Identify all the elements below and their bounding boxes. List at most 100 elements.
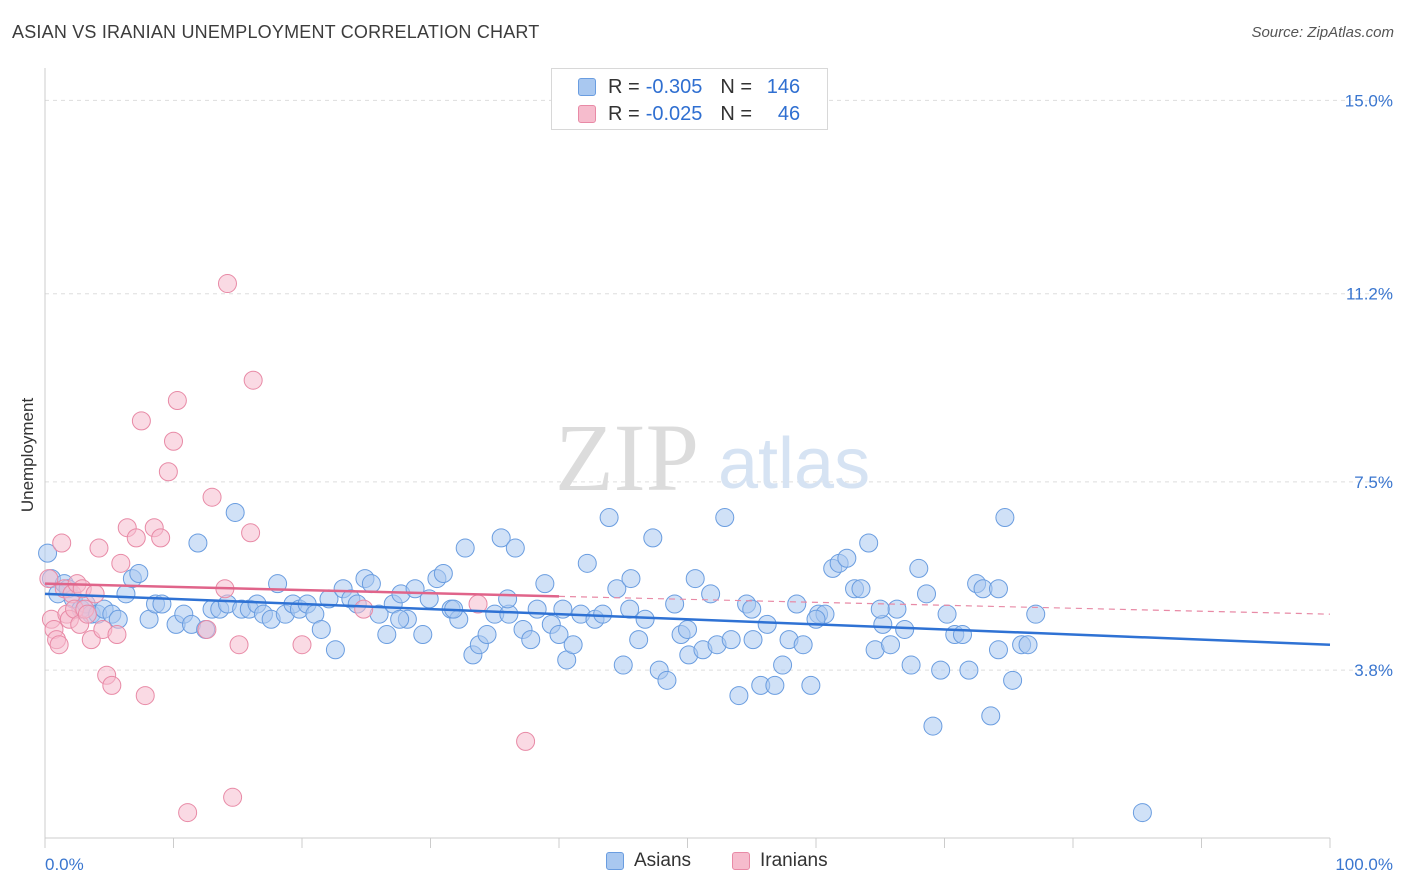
point-iranian <box>241 523 261 543</box>
chart-title: ASIAN VS IRANIAN UNEMPLOYMENT CORRELATIO… <box>12 22 540 42</box>
point-asian <box>657 670 677 690</box>
point-iranian <box>243 370 263 390</box>
point-asian <box>413 625 433 645</box>
point-iranian <box>178 803 198 823</box>
bottom-legend-asians: Asians <box>606 850 691 872</box>
point-asian <box>995 508 1015 528</box>
point-asian <box>225 502 245 522</box>
point-asian <box>988 640 1008 660</box>
point-asian <box>685 569 705 589</box>
point-iranian <box>516 731 536 751</box>
point-asian <box>361 574 381 594</box>
point-iranian <box>197 619 217 639</box>
point-asian <box>1132 803 1152 823</box>
legend-row-asians: R = -0.305 N = 146 <box>578 74 800 100</box>
point-asian <box>1026 604 1046 624</box>
point-asian <box>895 619 915 639</box>
y-tick-label: 7.5% <box>1354 473 1393 492</box>
point-asian <box>325 640 345 660</box>
point-asian <box>715 508 735 528</box>
point-iranian <box>107 625 127 645</box>
point-asian <box>851 579 871 599</box>
point-asian <box>613 655 633 675</box>
point-asian <box>937 604 957 624</box>
point-asian <box>527 599 547 619</box>
point-asian <box>535 574 555 594</box>
legend-r-value: -0.025 <box>645 102 703 125</box>
point-asian <box>498 589 518 609</box>
point-iranian <box>229 635 249 655</box>
point-asian <box>757 614 777 634</box>
point-asian <box>729 686 749 706</box>
source-label: Source: ZipAtlas.com <box>1251 24 1394 41</box>
point-asian <box>678 619 697 639</box>
point-asian <box>909 558 929 578</box>
point-iranian <box>131 411 151 431</box>
legend-r-label: R = <box>608 102 640 125</box>
trend-line-asians <box>44 592 1331 646</box>
point-asian <box>549 625 569 645</box>
point-asian <box>787 594 807 614</box>
point-iranian <box>49 635 69 655</box>
trend-line-iranians-extension <box>558 595 1331 615</box>
bottom-legend-label-iranians: Iranians <box>760 850 828 871</box>
point-asian <box>599 508 619 528</box>
point-asian <box>629 630 649 650</box>
bottom-legend-label-asians: Asians <box>634 850 692 871</box>
point-asian <box>793 635 813 655</box>
point-iranian <box>102 675 122 695</box>
point-asian <box>837 548 857 568</box>
legend-row-iranians: R = -0.025 N = 46 <box>578 101 800 127</box>
point-asian <box>621 569 641 589</box>
legend-r-label: R = <box>608 75 640 98</box>
point-asian <box>377 625 397 645</box>
legend-n-label: N = <box>720 75 753 98</box>
point-asian <box>881 635 901 655</box>
correlation-legend: R = -0.305 N = 146 R = -0.025 N = 46 <box>551 68 828 130</box>
point-iranian <box>164 431 183 451</box>
point-asian <box>188 533 208 553</box>
legend-swatch-iranians <box>578 105 596 123</box>
legend-n-value: 46 <box>777 102 801 125</box>
bottom-legend-swatch-iranians <box>732 852 750 870</box>
point-asian <box>743 630 763 650</box>
point-iranian <box>223 787 243 807</box>
point-asian <box>931 660 951 680</box>
point-asian <box>521 630 541 650</box>
point-iranian <box>292 635 312 655</box>
point-asian <box>390 609 410 629</box>
bottom-legend-iranians: Iranians <box>732 850 828 872</box>
tick-labels: 3.8% 7.5% 11.2% 15.0% 0.0% 100.0% <box>45 91 1393 874</box>
point-asian <box>665 594 685 614</box>
point-iranian <box>135 686 155 706</box>
point-asian <box>1003 670 1023 690</box>
y-tick-label: 11.2% <box>1346 285 1393 304</box>
point-asian <box>1018 635 1038 655</box>
point-asian <box>593 604 613 624</box>
series-asians <box>38 502 1152 823</box>
point-asian <box>701 584 721 604</box>
point-asian <box>859 533 879 553</box>
legend-swatch-asians <box>578 78 596 96</box>
point-asian <box>311 619 331 639</box>
point-asian <box>577 553 597 573</box>
point-asian <box>433 563 453 583</box>
point-asian <box>952 625 972 645</box>
point-asian <box>901 655 921 675</box>
point-asian <box>765 675 785 695</box>
x-tick-label: 100.0% <box>1335 855 1393 874</box>
point-iranian <box>167 391 187 411</box>
point-asian <box>563 635 583 655</box>
point-iranian <box>158 462 178 482</box>
point-asian <box>988 579 1008 599</box>
grid-lines <box>45 99 1392 671</box>
trend-line-iranians <box>44 582 560 598</box>
point-iranian <box>217 274 237 294</box>
point-asian <box>773 655 793 675</box>
point-asian <box>491 528 511 548</box>
trend-lines <box>44 582 1331 646</box>
point-iranian <box>151 528 171 548</box>
point-iranian <box>354 599 374 619</box>
point-asian <box>981 706 1001 726</box>
